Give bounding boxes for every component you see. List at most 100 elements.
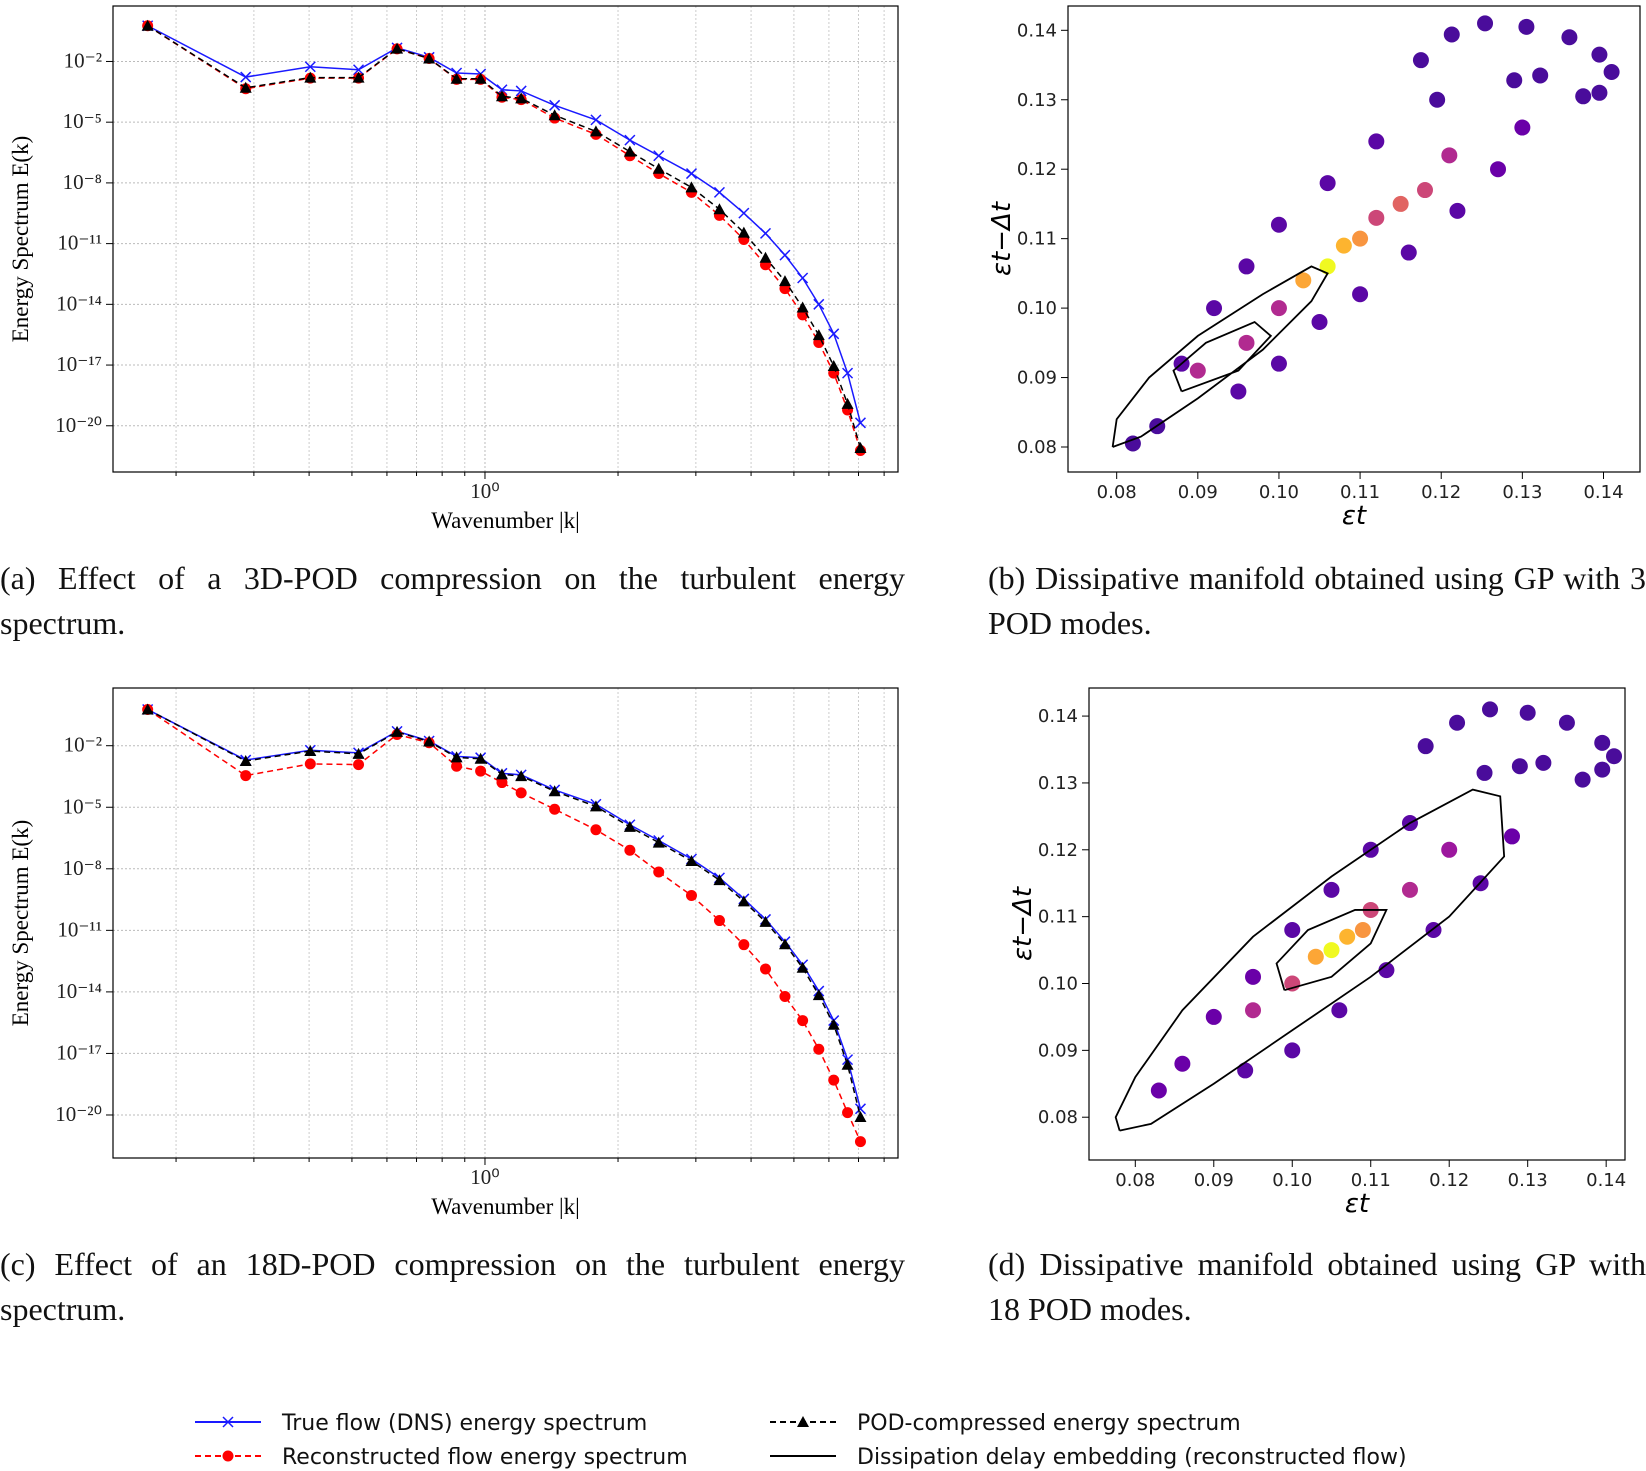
scatter-point (1449, 202, 1466, 219)
y-tick-label: 10⁻⁵ (63, 794, 102, 818)
y-tick-label: 0.09 (1038, 1040, 1078, 1061)
y-tick-label: 0.08 (1017, 437, 1057, 458)
marker (759, 251, 772, 263)
scatter-point (1284, 1042, 1301, 1059)
scatter-point (1323, 942, 1340, 959)
y-axis-label: Energy Spectrum E(k) (8, 136, 33, 343)
marker (842, 367, 854, 379)
marker (496, 777, 508, 789)
scatter-point (1511, 758, 1528, 775)
marker (304, 71, 317, 83)
scatter-point (1443, 26, 1460, 43)
plot-frame (112, 687, 899, 1159)
marker (827, 359, 840, 371)
y-tick-label: 0.10 (1038, 974, 1078, 995)
marker (738, 207, 750, 219)
marker (841, 397, 854, 409)
series-line (147, 25, 862, 424)
marker (515, 787, 527, 799)
marker (423, 735, 436, 747)
marker (353, 759, 365, 771)
scatter-point (1295, 272, 1312, 289)
marker (589, 800, 602, 812)
marker (827, 1018, 840, 1030)
marker (685, 168, 698, 180)
scatter-point (1238, 258, 1255, 275)
scatter-point (1606, 748, 1623, 765)
y-tick-label: 10⁻²⁰ (55, 1102, 102, 1126)
marker (796, 301, 809, 313)
scatter-point (1558, 714, 1575, 731)
scatter-point (1331, 1002, 1348, 1019)
marker (812, 329, 825, 341)
plot-frame (1088, 687, 1626, 1161)
x-tick-label: 0.09 (1178, 482, 1218, 503)
y-axis-label: εt−Δt (1008, 886, 1038, 961)
plot-frame (1067, 5, 1641, 473)
marker (842, 1107, 854, 1119)
scatter-point (1401, 881, 1418, 898)
marker (548, 785, 561, 797)
scatter-point (1477, 15, 1494, 32)
marker (475, 765, 487, 777)
marker (304, 61, 316, 73)
marker (239, 754, 252, 766)
scatter-point (1378, 962, 1395, 979)
scatter-point (1368, 133, 1385, 150)
marker (652, 162, 665, 174)
marker (854, 417, 866, 429)
x-tick-label: 0.10 (1259, 482, 1299, 503)
y-tick-label: 10⁻¹⁴ (56, 979, 102, 1003)
marker (589, 125, 602, 137)
marker (141, 19, 154, 31)
marker (685, 854, 698, 866)
scatter-point (1230, 383, 1247, 400)
series-line (147, 708, 862, 1110)
y-tick-label: 10⁻¹¹ (57, 231, 102, 255)
marker (779, 990, 791, 1002)
scatter-point (1270, 355, 1287, 372)
x-tick-label: 0.11 (1340, 482, 1380, 503)
y-tick-label: 0.12 (1038, 840, 1078, 861)
y-tick-label: 0.10 (1017, 298, 1057, 319)
y-tick-label: 10⁻¹⁴ (56, 291, 102, 315)
y-tick-label: 10⁻⁸ (63, 856, 102, 880)
marker (713, 203, 726, 215)
marker (737, 895, 750, 907)
scatter-point (1284, 922, 1301, 939)
scatter-point (1323, 881, 1340, 898)
y-tick-label: 10⁻¹⁷ (56, 352, 102, 376)
y-axis-label: εt−Δt (987, 201, 1017, 276)
scatter-point (1206, 300, 1223, 317)
scatter-point (1354, 922, 1371, 939)
x-axis-label: εt (1345, 1189, 1370, 1219)
marker (391, 725, 404, 737)
marker (352, 747, 365, 759)
marker (854, 441, 867, 453)
contour-line (1114, 788, 1506, 1132)
scatter-point (1189, 362, 1206, 379)
y-tick-label: 10⁻⁸ (63, 170, 102, 194)
marker (624, 134, 636, 146)
marker (841, 1058, 854, 1070)
marker (854, 1110, 867, 1122)
scatter-point (1535, 754, 1552, 771)
scatter-point (1503, 828, 1520, 845)
y-tick-label: 0.09 (1017, 368, 1057, 389)
x-tick-label: 0.10 (1272, 1170, 1312, 1191)
scatter-point (1150, 1082, 1167, 1099)
scatter-point (1603, 63, 1620, 80)
scatter-point (1270, 216, 1287, 233)
marker (854, 1136, 866, 1148)
scatter-point (1574, 771, 1591, 788)
legend-marker (222, 1450, 234, 1462)
marker (549, 99, 561, 111)
scatter-point (1429, 91, 1446, 108)
x-axis-label: Wavenumber |k| (431, 1194, 580, 1219)
x-tick-label: 0.13 (1508, 1170, 1548, 1191)
scatter-point (1532, 67, 1549, 84)
marker (760, 963, 772, 975)
scatter-point (1490, 161, 1507, 178)
marker (474, 752, 487, 764)
legend-label: Reconstructed flow energy spectrum (282, 1445, 688, 1470)
